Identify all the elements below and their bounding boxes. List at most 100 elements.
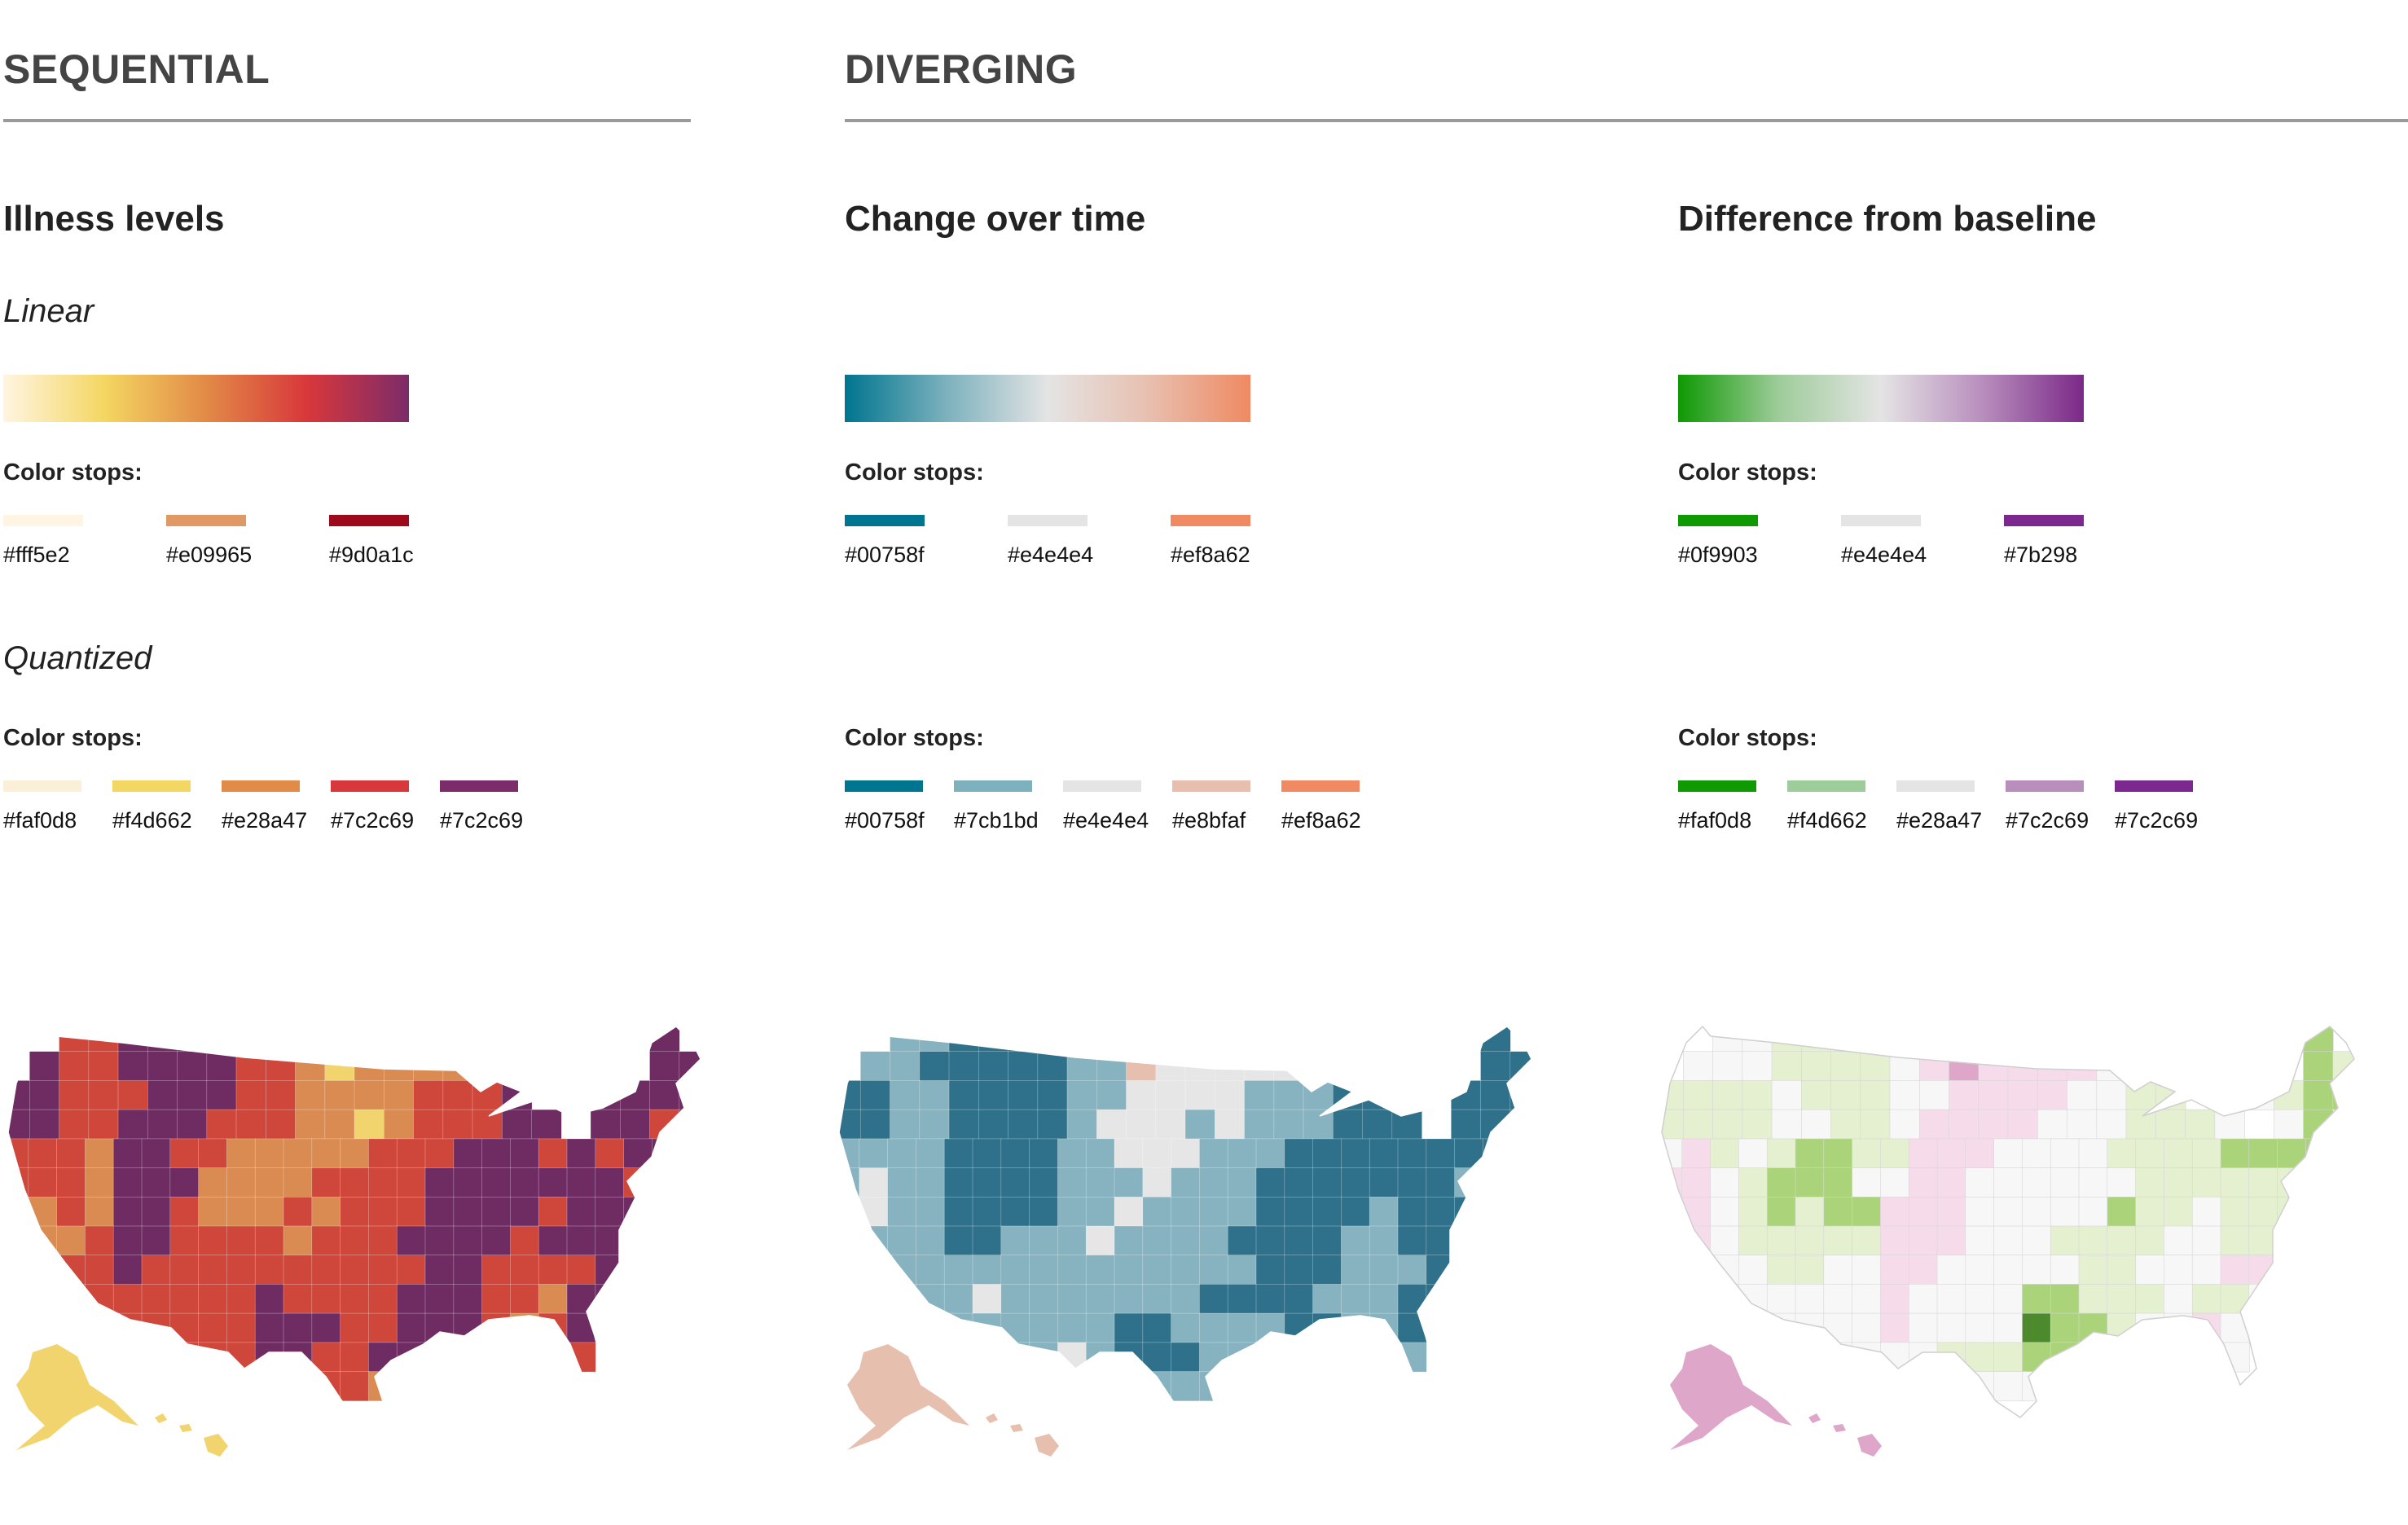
county-region: [2107, 1225, 2137, 1256]
color-swatch: [954, 780, 1032, 792]
county-region: [1801, 1109, 1832, 1140]
county-region: [1738, 1342, 1769, 1373]
county-region: [8, 1109, 31, 1140]
county-region: [1823, 1225, 1853, 1256]
color-swatch: [331, 780, 409, 792]
county-region: [396, 1371, 426, 1402]
county-region: [442, 1051, 473, 1082]
county-region: [1771, 1051, 1803, 1082]
county-region: [1000, 1167, 1030, 1198]
county-region: [2037, 1051, 2068, 1082]
county-region: [538, 1167, 568, 1198]
county-region: [1085, 1225, 1115, 1256]
county-region: [510, 1197, 540, 1227]
county-region: [1341, 1138, 1371, 1169]
county-region: [595, 1167, 625, 1198]
county-region: [8, 1080, 31, 1110]
county-region: [1312, 1284, 1342, 1314]
county-region: [619, 1080, 651, 1110]
alaska: [1670, 1344, 1792, 1450]
county-region: [1057, 1255, 1087, 1285]
county-region: [1341, 1225, 1371, 1256]
color-stop: #e28a47: [1896, 780, 1982, 833]
county-region: [2107, 1312, 2137, 1343]
county-region: [859, 1255, 889, 1285]
county-region: [1008, 1026, 1039, 1053]
county-region: [595, 1255, 625, 1285]
county-region: [2220, 1255, 2250, 1285]
county-region: [198, 1167, 228, 1198]
county-region: [1852, 1197, 1882, 1227]
color-swatch: [1678, 515, 1758, 526]
county-region: [1171, 1167, 1201, 1198]
color-swatch: [222, 780, 300, 792]
county-region: [1255, 1138, 1285, 1169]
county-region: [916, 1167, 946, 1198]
county-region: [1936, 1255, 1966, 1285]
county-region: [510, 1255, 540, 1285]
county-region: [1284, 1371, 1314, 1402]
county-region: [2022, 1197, 2051, 1227]
county-region: [1908, 1400, 1938, 1417]
county-region: [56, 1167, 86, 1198]
county-region: [2248, 1255, 2278, 1285]
county-region: [112, 1138, 143, 1169]
county-region: [1362, 1109, 1393, 1140]
county-region: [1008, 1109, 1039, 1140]
county-region: [1801, 1080, 1832, 1110]
color-stop: #7c2c69: [440, 780, 523, 833]
county-region: [1114, 1342, 1144, 1373]
county-region: [283, 1371, 313, 1402]
county-region: [1155, 1080, 1186, 1110]
county-region: [2305, 1167, 2335, 1198]
county-region: [1795, 1197, 1825, 1227]
alaska: [847, 1344, 969, 1450]
county-region: [2191, 1197, 2221, 1227]
county-region: [1993, 1342, 2024, 1373]
county-region: [916, 1225, 946, 1256]
county-region: [235, 1109, 267, 1140]
county-region: [29, 1109, 60, 1140]
color-hex-label: #f4d662: [1787, 808, 1867, 833]
county-region: [2022, 1167, 2051, 1198]
county-region: [1214, 1109, 1246, 1140]
county-region: [890, 1080, 921, 1110]
county-region: [1341, 1284, 1371, 1314]
county-region: [1000, 1138, 1030, 1169]
county-region: [396, 1225, 426, 1256]
county-region: [424, 1167, 455, 1198]
county-region: [1852, 1167, 1882, 1198]
color-swatch: [1063, 780, 1141, 792]
county-region: [1771, 1026, 1803, 1053]
county-region: [226, 1371, 256, 1402]
county-region: [2078, 1312, 2108, 1343]
county-region: [1993, 1371, 2024, 1402]
county-region: [28, 1225, 58, 1256]
county-region: [112, 1342, 143, 1373]
county-region: [859, 1109, 891, 1140]
county-region: [340, 1167, 370, 1198]
county-region: [2273, 1080, 2305, 1110]
county-region: [1114, 1400, 1144, 1417]
county-region: [368, 1284, 398, 1314]
county-region: [1823, 1167, 1853, 1198]
county-region: [8, 1167, 29, 1198]
county-region: [2037, 1026, 2068, 1053]
color-hex-label: #e09965: [166, 543, 253, 567]
county-region: [1742, 1026, 1773, 1053]
county-region: [859, 1284, 889, 1314]
county-region: [1483, 1197, 1513, 1227]
county-region: [943, 1138, 973, 1169]
county-region: [1273, 1109, 1304, 1140]
county-region: [1397, 1197, 1427, 1227]
color-hex-label: #e4e4e4: [1063, 808, 1149, 833]
county-region: [1949, 1080, 1980, 1110]
county-region: [972, 1197, 1002, 1227]
county-region: [1114, 1225, 1144, 1256]
county-region: [1085, 1400, 1115, 1417]
county-region: [510, 1400, 540, 1417]
county-region: [1171, 1371, 1201, 1402]
color-hex-label: #f4d662: [112, 808, 192, 833]
county-region: [283, 1284, 313, 1314]
county-region: [453, 1225, 483, 1256]
